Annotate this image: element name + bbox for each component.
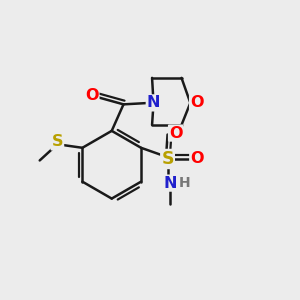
Text: N: N [147,95,160,110]
Text: S: S [161,150,174,168]
Text: H: H [179,176,190,190]
Text: S: S [52,134,63,149]
Text: O: O [85,88,98,103]
Text: O: O [169,126,182,141]
Text: O: O [190,95,204,110]
Text: O: O [190,152,204,166]
Text: N: N [164,176,177,190]
